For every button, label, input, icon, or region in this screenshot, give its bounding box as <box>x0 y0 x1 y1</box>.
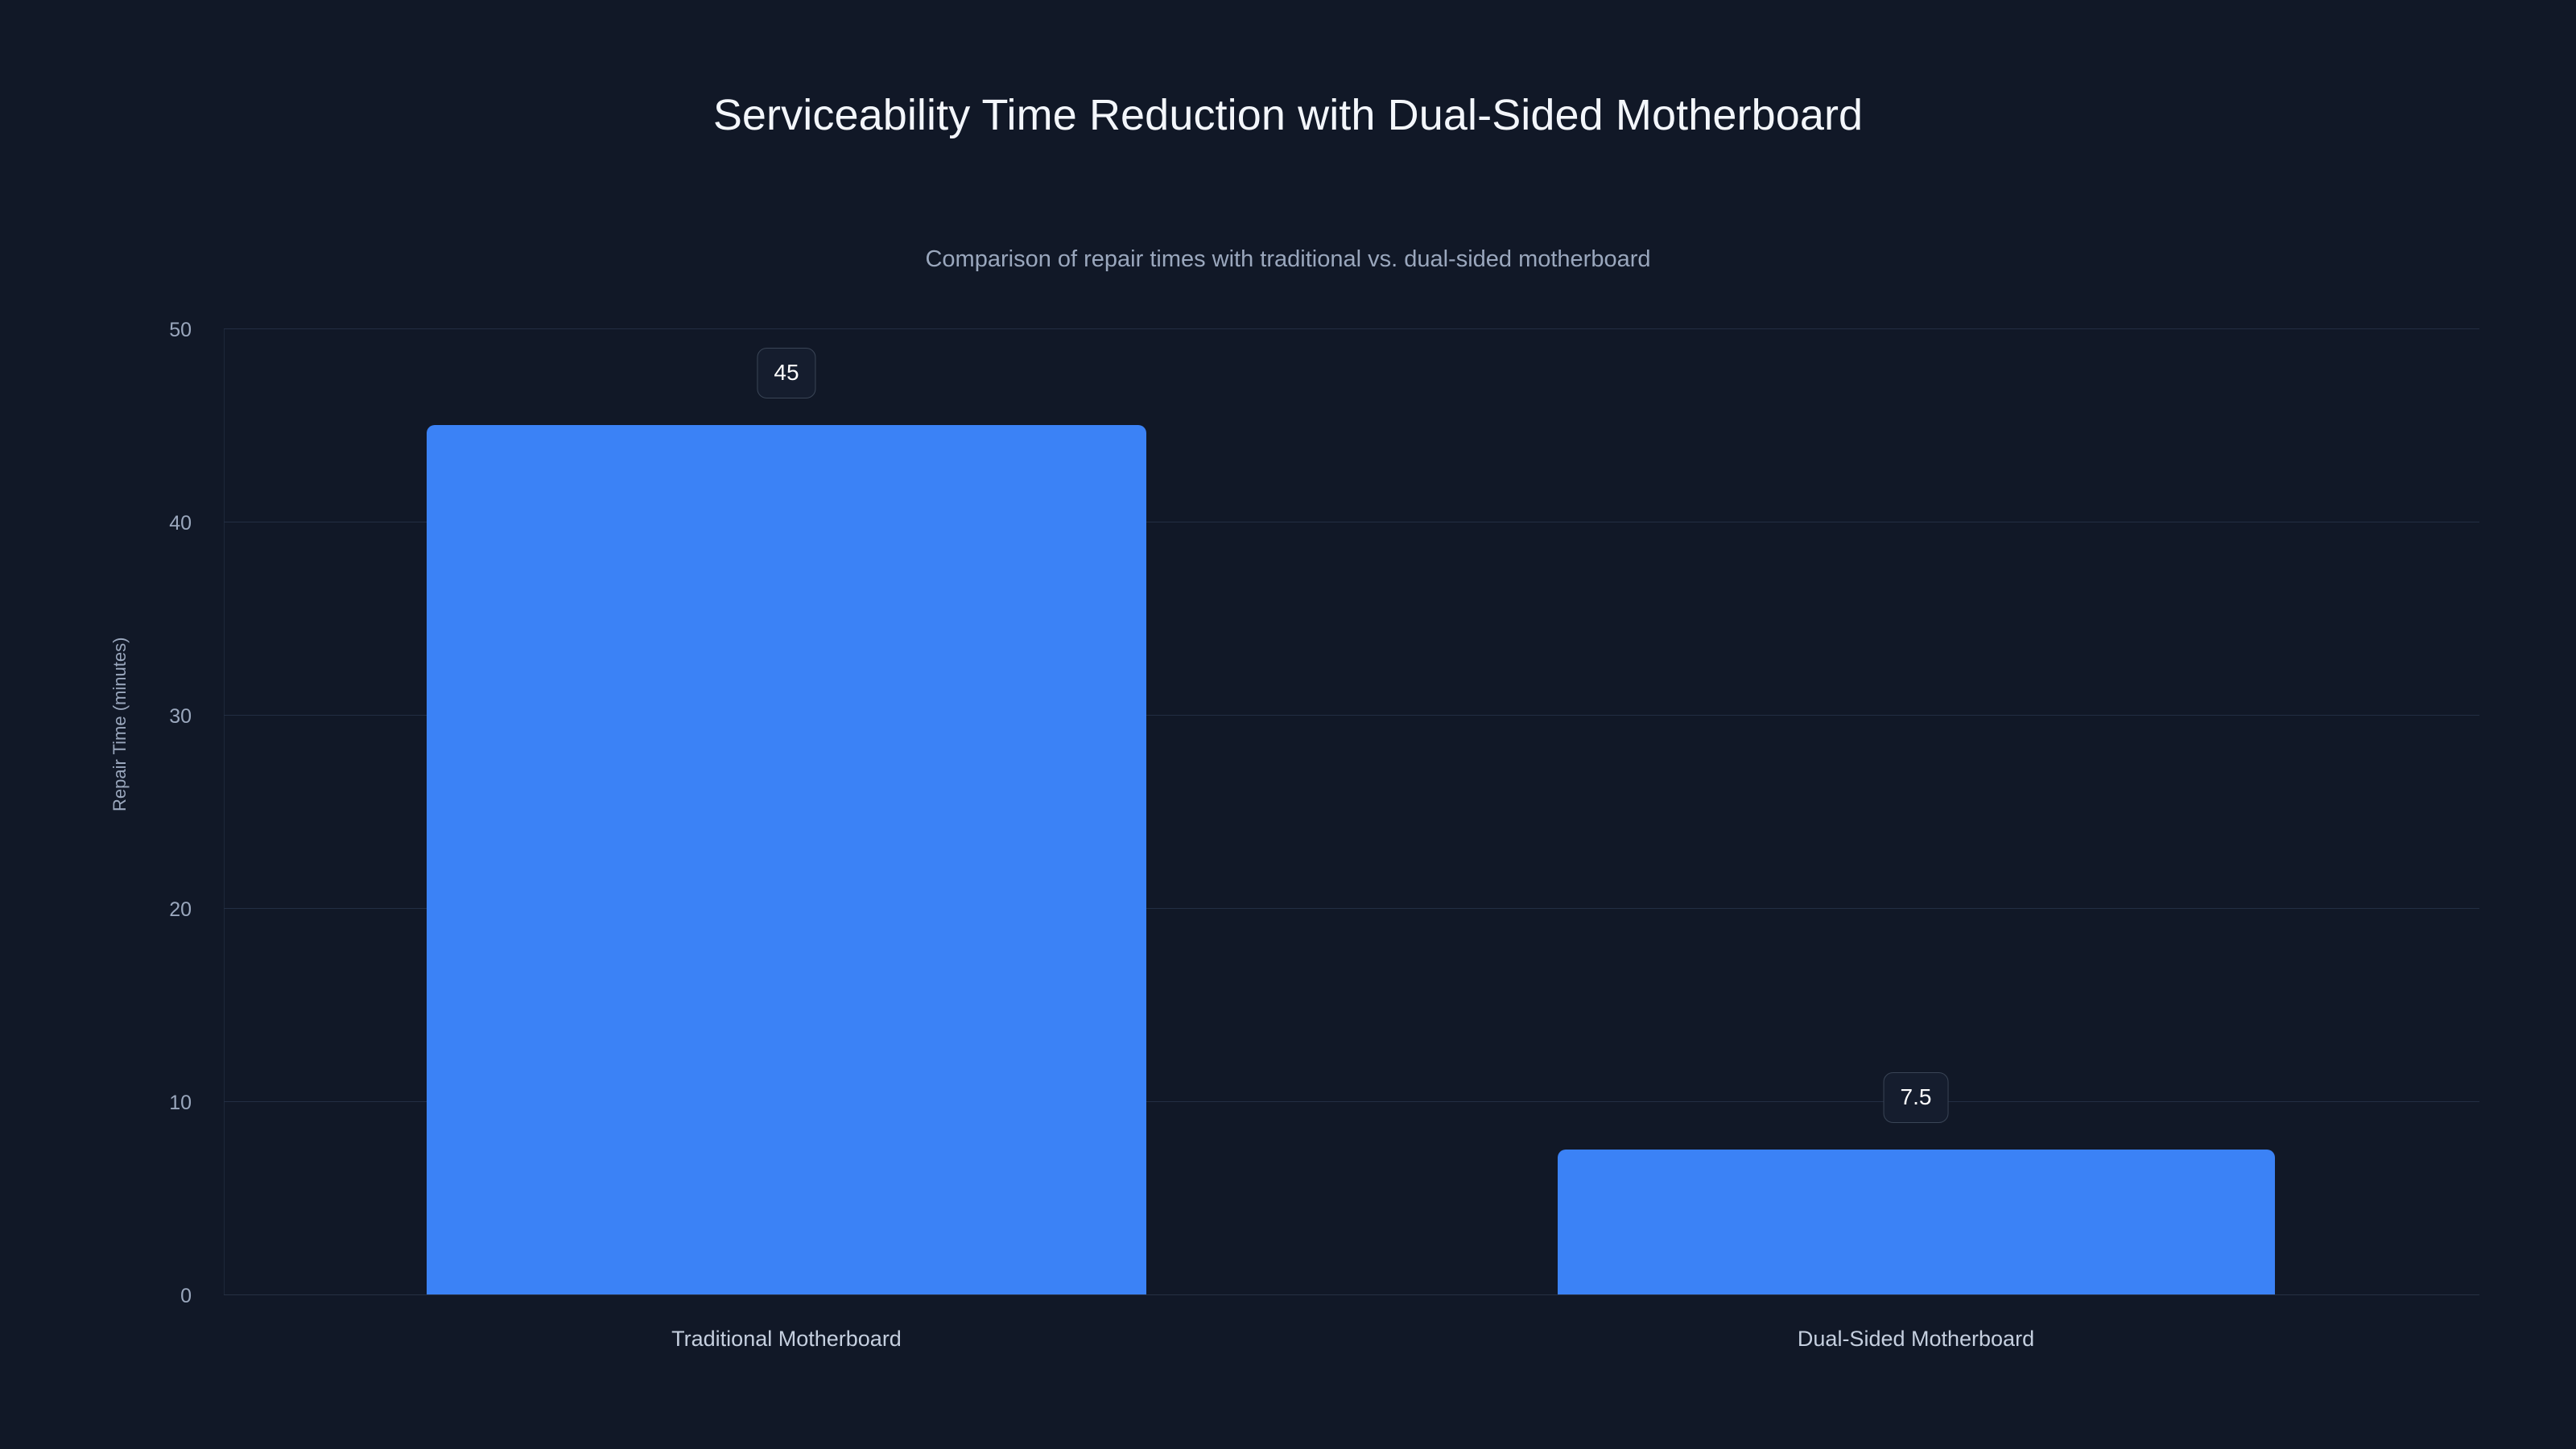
chart-subtitle: Comparison of repair times with traditio… <box>925 246 1651 272</box>
y-axis-title-area: Repair Time (minutes) <box>0 328 130 1294</box>
value-badge-dual-sided-motherboard: 7.5 <box>1883 1072 1949 1123</box>
gridline-0-baseline <box>224 1294 2479 1295</box>
y-tick-label-0: 0 <box>180 1285 192 1307</box>
y-tick-label-30: 30 <box>169 705 192 728</box>
y-tick-label-20: 20 <box>169 898 192 921</box>
x-category-label-dual-sided-motherboard: Dual-Sided Motherboard <box>1797 1327 2035 1351</box>
bar-dual-sided-motherboard[interactable] <box>1558 1150 2275 1294</box>
y-tick-label-50: 50 <box>169 319 192 341</box>
gridline-10 <box>224 1101 2479 1102</box>
x-category-label-traditional-motherboard: Traditional Motherboard <box>671 1327 902 1351</box>
gridline-50 <box>224 328 2479 329</box>
gridline-30 <box>224 715 2479 716</box>
chart-title: Serviceability Time Reduction with Dual-… <box>712 91 1864 139</box>
plot-area <box>224 328 2479 1295</box>
y-axis-line <box>224 328 225 1294</box>
y-tick-label-40: 40 <box>169 512 192 535</box>
value-badge-traditional-motherboard: 45 <box>757 348 816 398</box>
bar-traditional-motherboard[interactable] <box>427 425 1146 1294</box>
gridline-20 <box>224 908 2479 909</box>
y-tick-label-10: 10 <box>169 1092 192 1114</box>
